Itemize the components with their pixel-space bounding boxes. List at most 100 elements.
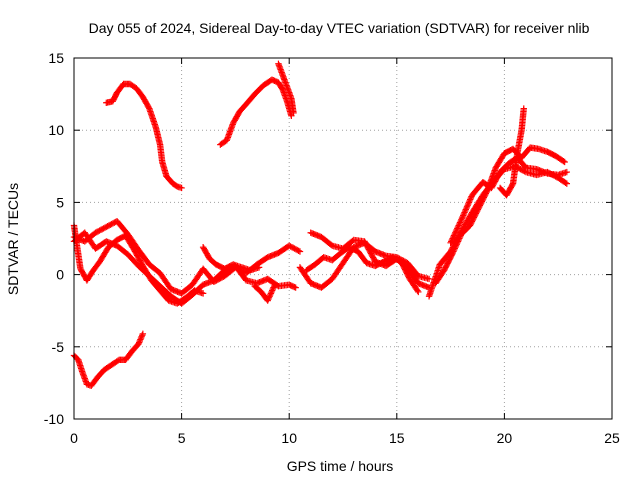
data-point xyxy=(454,239,461,247)
data-point xyxy=(425,275,433,283)
data-point xyxy=(452,243,459,251)
data-point xyxy=(448,236,456,244)
data-point xyxy=(465,200,472,208)
data-point xyxy=(463,204,470,212)
data-point xyxy=(561,158,568,166)
x-axis-label: GPS time / hours xyxy=(287,458,394,474)
data-point xyxy=(448,251,456,258)
data-point xyxy=(450,233,457,241)
data-point xyxy=(467,194,475,202)
series-band-d xyxy=(199,243,263,274)
data-point xyxy=(450,246,458,254)
data-point xyxy=(268,288,275,296)
data-point xyxy=(449,249,456,257)
data-point xyxy=(452,229,459,236)
series-arc-high-1 xyxy=(103,80,185,192)
data-point xyxy=(463,203,471,210)
chart-title: Day 055 of 2024, Sidereal Day-to-day VTE… xyxy=(89,20,590,36)
series-rise-b xyxy=(432,144,568,287)
data-point xyxy=(452,228,460,235)
data-point xyxy=(455,222,462,229)
x-tick-label: 20 xyxy=(497,430,513,446)
data-point xyxy=(451,230,458,238)
series-band-c xyxy=(70,222,207,307)
data-point xyxy=(139,332,146,339)
x-tick-label: 10 xyxy=(281,430,297,446)
data-point xyxy=(520,105,527,112)
data-point xyxy=(137,334,145,342)
data-point xyxy=(464,202,471,209)
data-point xyxy=(456,219,464,226)
data-point xyxy=(268,287,276,294)
data-point xyxy=(266,293,273,300)
y-tick-label: 5 xyxy=(56,194,64,210)
data-point xyxy=(414,287,421,294)
data-point xyxy=(562,179,569,187)
data-point xyxy=(462,206,469,213)
data-point xyxy=(454,225,461,232)
data-point xyxy=(454,238,462,245)
data-point xyxy=(295,247,302,254)
data-point xyxy=(137,336,144,343)
series-band-a xyxy=(70,217,304,297)
data-point xyxy=(267,290,275,297)
data-point xyxy=(199,290,207,297)
series-spike xyxy=(496,105,527,199)
data-point xyxy=(451,245,458,252)
data-point xyxy=(139,330,147,338)
data-point xyxy=(135,340,142,348)
x-tick-label: 25 xyxy=(604,430,620,446)
data-point xyxy=(265,294,273,301)
data-point xyxy=(270,282,278,290)
data-point xyxy=(415,288,422,296)
series-rise-a xyxy=(425,163,571,300)
data-point xyxy=(452,242,460,249)
data-point xyxy=(465,199,473,206)
series-arc-high-2b xyxy=(275,60,297,117)
data-point xyxy=(296,248,304,255)
data-point xyxy=(255,264,263,271)
y-tick-label: -5 xyxy=(52,339,65,355)
y-tick-label: 10 xyxy=(48,122,64,138)
data-point xyxy=(290,109,297,117)
data-point xyxy=(447,239,454,247)
y-axis-label: SDTVAR / TECUs xyxy=(5,183,21,295)
data-point xyxy=(450,232,458,239)
data-point xyxy=(563,180,571,187)
x-tick-label: 15 xyxy=(389,430,405,446)
data-point xyxy=(267,291,274,299)
data-point xyxy=(456,233,464,241)
data-point xyxy=(461,209,468,216)
data-point xyxy=(450,248,457,255)
data-point xyxy=(265,295,272,303)
y-tick-label: 15 xyxy=(48,50,64,66)
data-point xyxy=(467,196,474,203)
data-point xyxy=(455,236,462,244)
data-point xyxy=(448,238,455,245)
data-point xyxy=(456,235,463,242)
grid-lines xyxy=(74,58,612,419)
data-point xyxy=(270,284,277,291)
data-point xyxy=(136,337,143,345)
data-point xyxy=(457,217,464,225)
y-tick-label: 0 xyxy=(56,267,64,283)
data-point xyxy=(509,181,516,189)
data-point xyxy=(466,197,473,205)
data-point xyxy=(264,297,271,304)
data-point xyxy=(292,284,299,291)
data-point xyxy=(458,216,465,223)
data-point xyxy=(461,207,469,215)
data-point xyxy=(563,168,571,176)
series-band-e xyxy=(251,282,278,304)
data-point xyxy=(178,184,185,192)
data-point xyxy=(459,213,466,221)
data-point xyxy=(456,220,463,228)
data-point xyxy=(483,188,490,196)
data-point xyxy=(454,223,462,231)
x-tick-label: 0 xyxy=(70,430,78,446)
data-point xyxy=(135,339,143,346)
data-markers xyxy=(70,60,571,389)
data-point xyxy=(453,226,460,234)
data-point xyxy=(269,285,277,293)
